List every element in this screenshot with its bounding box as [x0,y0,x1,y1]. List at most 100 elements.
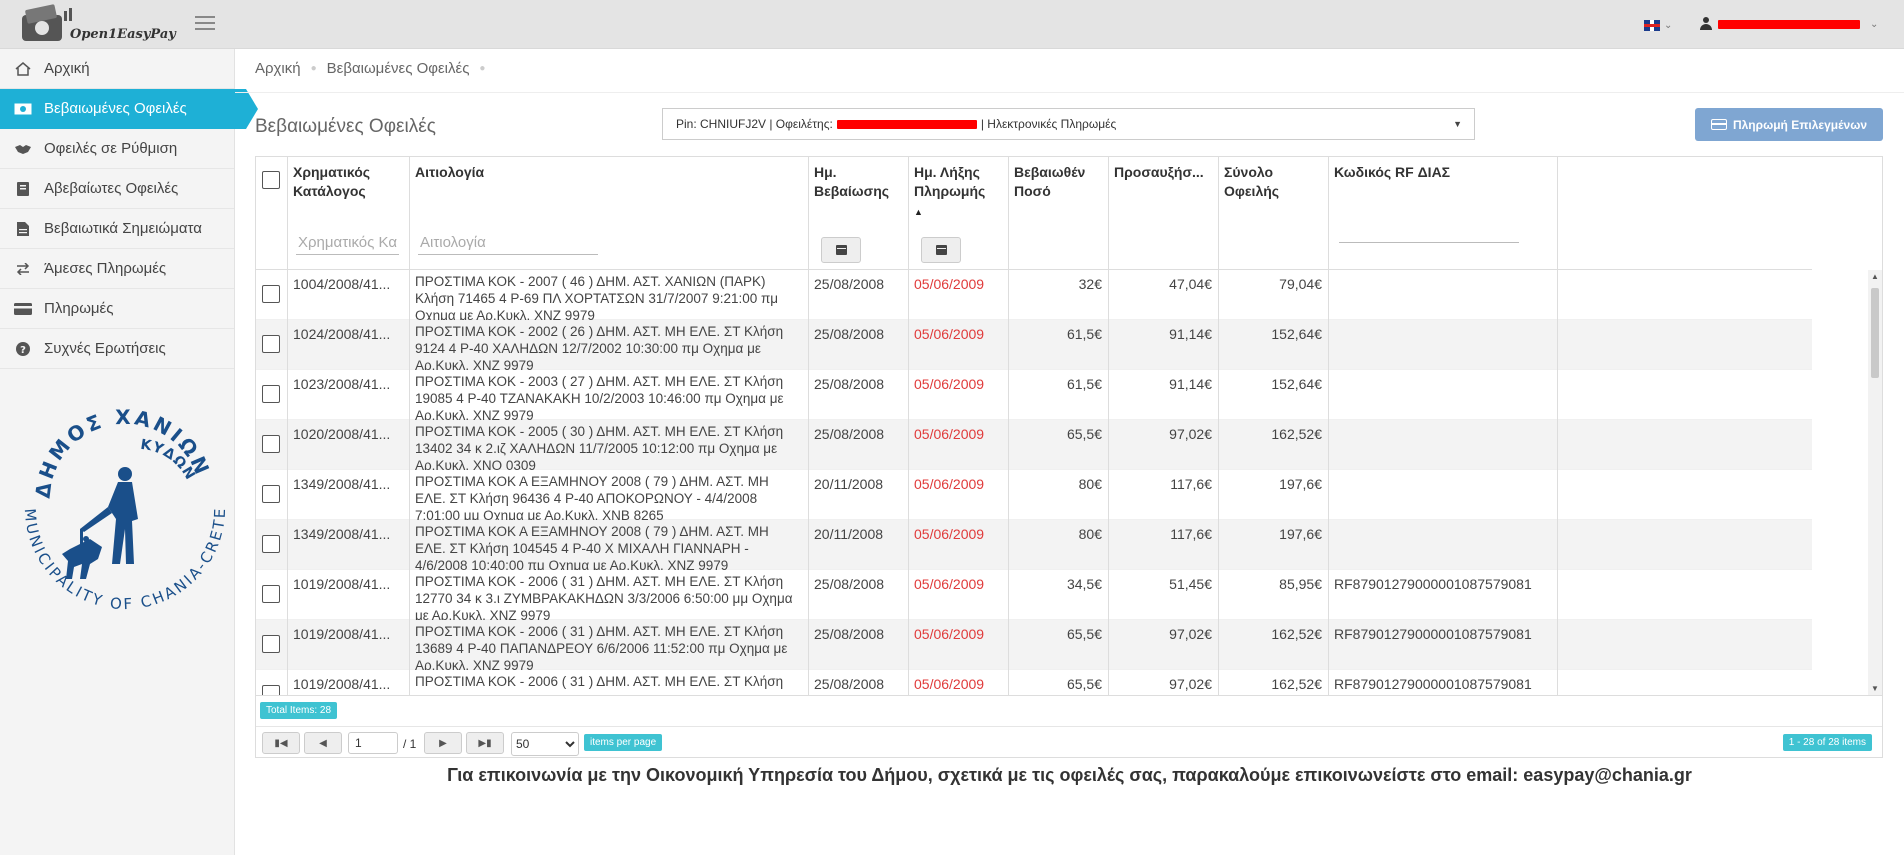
prev-page-button[interactable]: ◀ [304,732,342,754]
amount-cell: 61,5€ [1009,370,1109,420]
sidebar-item-home[interactable]: Αρχική [0,49,234,89]
due-date-cell: 05/06/2009 [909,370,1009,420]
pin-debtor-select[interactable]: Pin: CHNIUFJ2V | Οφειλέτης: | Ηλεκτρονικ… [662,108,1475,140]
page-number-input[interactable] [348,732,398,754]
select-all-checkbox[interactable] [262,171,280,189]
catalog-cell: 1024/2008/41... [288,320,410,370]
breadcrumb: Αρχική ● Βεβαιωμένες Οφειλές ● [255,60,485,77]
next-page-button[interactable]: ▶ [424,732,462,754]
surcharge-cell: 91,14€ [1109,320,1219,370]
header-surcharge[interactable]: Προσαυξήσ... [1109,157,1219,269]
surcharge-cell: 117,6€ [1109,470,1219,520]
table-row[interactable]: 1019/2008/41... ΠΡΟΣΤΙΜΑ ΚΟΚ - 2006 ( 31 … [256,570,1812,620]
scroll-up-icon[interactable]: ▲ [1871,272,1879,281]
catalog-cell: 1349/2008/41... [288,470,410,520]
due-date-filter-button[interactable] [921,237,961,263]
amount-cell: 65,5€ [1009,670,1109,695]
last-page-button[interactable]: ▶▮ [466,732,504,754]
table-row[interactable]: 1349/2008/41... ΠΡΟΣΤΙΜΑ ΚΟΚ Α ΕΞΑΜΗΝΟΥ 2… [256,520,1812,570]
table-row[interactable]: 1023/2008/41... ΠΡΟΣΤΙΜΑ ΚΟΚ - 2003 ( 27 … [256,370,1812,420]
table-row[interactable]: 1349/2008/41... ΠΡΟΣΤΙΜΑ ΚΟΚ Α ΕΞΑΜΗΝΟΥ 2… [256,470,1812,520]
surcharge-cell: 117,6€ [1109,520,1219,570]
rf-code-cell [1329,370,1558,420]
header-catalog[interactable]: Χρηματικός Κατάλογος [288,157,410,269]
header-description[interactable]: Αιτιολογία [410,157,809,269]
row-checkbox[interactable] [262,285,280,303]
breadcrumb-home[interactable]: Αρχική [255,60,301,77]
sidebar-item-payments[interactable]: Πληρωμές [0,289,234,329]
page-size-select[interactable]: 50 [511,732,579,756]
surcharge-cell: 97,02€ [1109,620,1219,670]
row-select-cell [256,320,288,370]
header-rf-code[interactable]: Κωδικός RF ΔΙΑΣ [1329,157,1558,269]
breadcrumb-current[interactable]: Βεβαιωμένες Οφειλές [326,60,470,77]
column-label: Ημ. Λήξης Πληρωμής [914,164,986,199]
sidebar-item-certified-debts[interactable]: Βεβαιωμένες Οφειλές [0,89,258,129]
rf-code-cell [1329,420,1558,470]
due-date-cell: 05/06/2009 [909,670,1009,695]
table-row[interactable]: 1020/2008/41... ΠΡΟΣΤΙΜΑ ΚΟΚ - 2005 ( 30 … [256,420,1812,470]
header-total[interactable]: Σύνολο Οφειλής [1219,157,1329,269]
grid-rows: 1004/2008/41... ΠΡΟΣΤΙΜΑ ΚΟΚ - 2007 ( 46 … [256,270,1812,695]
page-title: Βεβαιωμένες Οφειλές [255,116,436,137]
header-amount[interactable]: Βεβαιωθέν Ποσό [1009,157,1109,269]
menu-toggle-icon[interactable] [195,16,215,32]
scrollbar-thumb[interactable] [1871,288,1879,378]
sidebar-item-label: Βεβαιωτικά Σημειώματα [44,220,202,237]
surcharge-cell: 91,14€ [1109,370,1219,420]
logo-icon [22,4,72,41]
sort-ascending-icon: ▲ [914,207,923,217]
row-checkbox[interactable] [262,535,280,553]
rf-filter-input[interactable] [1339,242,1519,243]
sidebar-item-direct-payments[interactable]: Άμεσες Πληρωμές [0,249,234,289]
sidebar-item-uncertified-debts[interactable]: Αβεβαίωτες Οφειλές [0,169,234,209]
table-row[interactable]: 1019/2008/41... ΠΡΟΣΤΙΜΑ ΚΟΚ - 2006 ( 31 … [256,670,1812,695]
vertical-scrollbar[interactable]: ▲ ▼ [1868,270,1882,695]
first-page-button[interactable]: ▮◀ [262,732,300,754]
last-page-icon: ▶▮ [478,737,492,749]
sidebar-item-label: Αρχική [44,60,90,77]
pay-selected-button[interactable]: Πληρωμή Επιλεγμένων [1695,108,1883,141]
row-checkbox[interactable] [262,585,280,603]
user-menu[interactable]: ⌄ [1700,16,1878,32]
catalog-filter-input[interactable] [296,230,399,255]
header-select-all [256,157,288,269]
cert-date-cell: 25/08/2008 [809,320,909,370]
total-cell: 152,64€ [1219,370,1329,420]
table-row[interactable]: 1004/2008/41... ΠΡΟΣΤΙΜΑ ΚΟΚ - 2007 ( 46 … [256,270,1812,320]
header-due-date[interactable]: Ημ. Λήξης Πληρωμής ▲ [909,157,1009,269]
description-filter-input[interactable] [418,230,598,255]
handshake-icon [14,142,32,156]
sidebar-item-label: Πληρωμές [44,300,114,317]
description-cell: ΠΡΟΣΤΙΜΑ ΚΟΚ Α ΕΞΑΜΗΝΟΥ 2008 ( 79 ) ΔΗΜ.… [410,520,809,570]
header-cert-date[interactable]: Ημ. Βεβαίωσης [809,157,909,269]
due-date-cell: 05/06/2009 [909,420,1009,470]
app-logo[interactable] [18,3,178,45]
amount-cell: 80€ [1009,470,1109,520]
sidebar-item-faq[interactable]: ? Συχνές Ερωτήσεις [0,329,234,369]
total-items-badge: Total Items: 28 [260,702,338,719]
sidebar-item-certification-notes[interactable]: Βεβαιωτικά Σημειώματα [0,209,234,249]
language-selector[interactable]: ⌄ [1644,17,1684,32]
cert-date-cell: 20/11/2008 [809,520,909,570]
row-checkbox[interactable] [262,485,280,503]
sidebar-item-settled-debts[interactable]: Οφειλές σε Ρύθμιση [0,129,234,169]
due-date-cell: 05/06/2009 [909,320,1009,370]
amount-cell: 34,5€ [1009,570,1109,620]
row-checkbox[interactable] [262,635,280,653]
breadcrumb-separator-icon: ● [479,63,486,74]
scroll-down-icon[interactable]: ▼ [1871,684,1879,693]
cert-date-filter-button[interactable] [821,237,861,263]
dropdown-arrow-icon: ▼ [1453,119,1462,129]
row-checkbox[interactable] [262,435,280,453]
row-checkbox[interactable] [262,335,280,353]
rf-code-cell: RF87901279000001087579081 [1329,620,1558,670]
row-checkbox[interactable] [262,685,280,695]
amount-cell: 65,5€ [1009,620,1109,670]
table-row[interactable]: 1019/2008/41... ΠΡΟΣΤΙΜΑ ΚΟΚ - 2006 ( 31 … [256,620,1812,670]
rf-code-cell [1329,270,1558,320]
row-checkbox[interactable] [262,385,280,403]
row-select-cell [256,270,288,320]
surcharge-cell: 97,02€ [1109,670,1219,695]
table-row[interactable]: 1024/2008/41... ΠΡΟΣΤΙΜΑ ΚΟΚ - 2002 ( 26 … [256,320,1812,370]
